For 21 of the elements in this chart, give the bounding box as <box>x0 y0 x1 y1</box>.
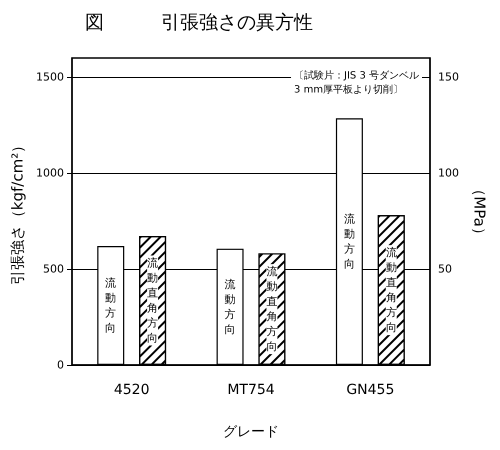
y-tick-label: 1500 <box>36 70 64 84</box>
y2-tick-label: 50 <box>438 262 452 276</box>
x-tick-label: GN455 <box>346 382 394 398</box>
x-tick-label: 4520 <box>114 382 150 398</box>
text: 流動方向 <box>344 212 355 271</box>
y2-axis-title: （MPa） <box>470 181 488 242</box>
y2-tick-label: 150 <box>438 70 459 84</box>
x-axis-title: グレード <box>223 424 279 440</box>
x-tick-label: MT754 <box>227 382 275 398</box>
text: 流動直角方向 <box>147 256 158 345</box>
text: 流動方向 <box>105 276 116 335</box>
y-axis-title: 引張強さ（kgf/cm²） <box>8 138 27 286</box>
y-tick-label: 1000 <box>36 166 64 180</box>
text: 流動直角方向 <box>386 246 397 334</box>
annotation: 〔試験片：JIS 3 号ダンベル 3 mm厚平板より切削〕 <box>294 70 420 96</box>
series-label: 流動直角方向 <box>266 265 278 354</box>
y2-tick-label: 100 <box>438 166 459 180</box>
chart-title: 図 引張強さの異方性 <box>85 12 313 34</box>
series-label: 流動方向 <box>224 278 236 336</box>
y-tick-label: 0 <box>57 358 64 372</box>
y-tick-label: 500 <box>43 262 64 276</box>
